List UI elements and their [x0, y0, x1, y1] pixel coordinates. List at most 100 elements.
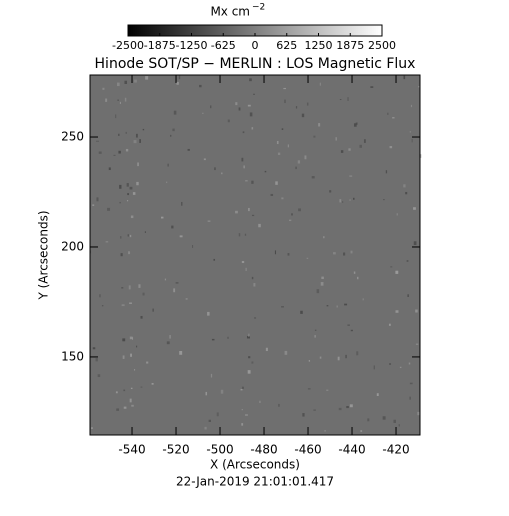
flux-speck	[314, 329, 317, 331]
flux-speck	[95, 358, 98, 362]
flux-speck	[134, 368, 136, 371]
flux-speck	[363, 139, 366, 143]
flux-speck	[140, 386, 143, 388]
flux-speck	[349, 175, 353, 177]
flux-speck	[199, 84, 202, 88]
flux-speck	[118, 150, 121, 154]
flux-speck	[121, 287, 124, 289]
flux-speck	[258, 223, 261, 228]
flux-speck	[308, 360, 311, 362]
flux-speck	[166, 181, 168, 184]
flux-speck	[347, 97, 349, 101]
y-tick-label: 150	[61, 349, 84, 363]
flux-speck	[176, 81, 179, 85]
flux-speck	[171, 225, 174, 229]
flux-speck	[131, 404, 134, 407]
x-axis-label: X (Arcseconds)	[210, 458, 300, 472]
flux-speck	[138, 284, 141, 288]
x-tick-label: -440	[338, 443, 365, 457]
flux-speck	[249, 78, 252, 82]
flux-speck	[415, 309, 418, 313]
colorbar-tick-label: -1250	[176, 39, 208, 52]
flux-speck	[121, 304, 125, 307]
flux-speck	[337, 356, 340, 361]
flux-speck	[173, 110, 177, 115]
colorbar-tick-label: -1875	[144, 39, 176, 52]
flux-speck	[411, 138, 413, 143]
flux-speck	[248, 207, 250, 212]
flux-speck	[383, 199, 385, 201]
flux-speck	[318, 123, 321, 127]
flux-speck	[123, 389, 126, 392]
flux-speck	[152, 308, 154, 312]
flux-speck	[129, 186, 133, 190]
flux-speck	[395, 270, 399, 274]
flux-speck	[393, 419, 396, 423]
flux-speck	[349, 199, 351, 201]
flux-speck	[122, 355, 125, 359]
flux-speck	[246, 336, 250, 339]
flux-speck	[418, 85, 421, 88]
flux-speck	[129, 398, 132, 403]
flux-speck	[108, 167, 111, 171]
flux-speck	[360, 430, 363, 432]
flux-speck	[210, 373, 213, 378]
flux-speck	[353, 123, 357, 127]
flux-speck	[287, 253, 290, 256]
flux-speck	[281, 306, 284, 308]
x-tick-label: -500	[206, 443, 233, 457]
flux-speck	[240, 389, 243, 391]
flux-speck	[125, 148, 129, 152]
x-tick-label: -460	[294, 443, 321, 457]
magnetogram	[90, 75, 420, 435]
flux-speck	[202, 112, 204, 114]
flux-speck	[161, 216, 164, 219]
flux-speck	[283, 87, 286, 90]
flux-speck	[241, 260, 245, 264]
flux-speck	[210, 105, 212, 109]
flux-speck	[329, 190, 332, 193]
flux-speck	[213, 258, 216, 261]
flux-speck	[245, 414, 248, 416]
flux-speck	[117, 99, 119, 101]
flux-speck	[95, 140, 99, 142]
flux-speck	[326, 305, 329, 307]
flux-speck	[120, 236, 122, 239]
flux-speck	[323, 236, 325, 239]
flux-speck	[398, 424, 400, 427]
flux-speck	[274, 250, 277, 255]
flux-speck	[254, 317, 257, 319]
flux-speck	[116, 408, 120, 411]
flux-speck	[204, 426, 207, 430]
flux-speck	[353, 197, 355, 200]
flux-speck	[265, 347, 268, 352]
flux-speck	[406, 260, 409, 262]
flux-speck	[173, 288, 176, 293]
plot-frame	[89, 74, 421, 436]
flux-speck	[115, 114, 117, 119]
flux-speck	[376, 393, 379, 397]
flux-speck	[306, 257, 309, 259]
flux-speck	[348, 148, 351, 151]
flux-speck	[144, 231, 146, 233]
flux-speck	[346, 406, 349, 409]
flux-speck	[251, 276, 254, 280]
flux-speck	[251, 361, 254, 364]
flux-speck	[410, 104, 413, 108]
flux-speck	[126, 200, 129, 202]
flux-speck	[314, 335, 317, 338]
colorbar-tick-label: 1875	[336, 39, 364, 52]
flux-speck	[151, 383, 154, 385]
flux-speck	[170, 134, 172, 137]
flux-speck	[277, 152, 281, 156]
flux-speck	[403, 75, 406, 80]
flux-speck	[133, 140, 137, 144]
colorbar-tick-label: -625	[211, 39, 236, 52]
flux-speck	[415, 343, 419, 345]
flux-speck	[129, 302, 132, 304]
flux-speck	[205, 391, 208, 396]
flux-speck	[227, 119, 230, 123]
flux-speck	[385, 170, 388, 174]
colorbar-label: Mx cm	[210, 5, 250, 19]
